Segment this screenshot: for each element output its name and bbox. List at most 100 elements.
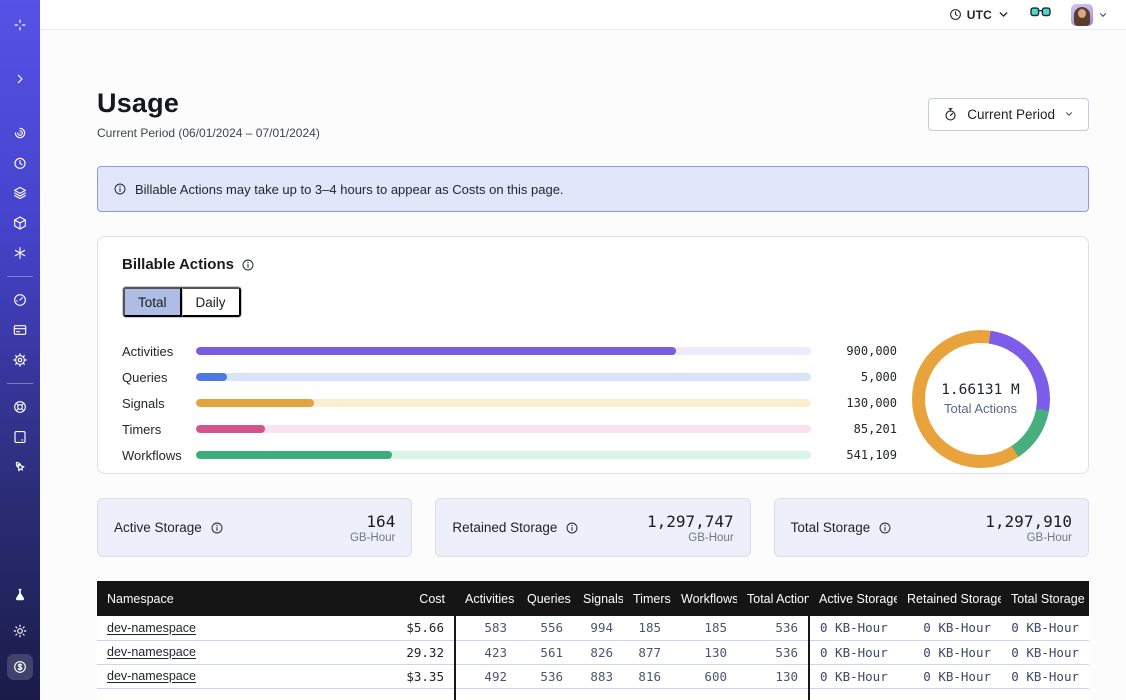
sidebar-item-support-lifebuoy[interactable] <box>7 394 33 420</box>
activities-cell <box>455 688 517 700</box>
col-header-workflows: Workflows <box>671 581 737 616</box>
bar-value: 900,000 <box>811 344 897 358</box>
namespace-cell: dev-namespace <box>97 664 357 688</box>
bar-fill <box>196 373 227 381</box>
retained_storage-cell: 0 KB-Hour <box>897 616 1001 640</box>
sidebar-item-getting-started-rocket[interactable] <box>7 454 33 480</box>
table-row-partial <box>97 688 1089 700</box>
total_storage-cell: 0 KB-Hour <box>1001 640 1089 664</box>
col-header-queries: Queries <box>517 581 573 616</box>
activities-cell: 492 <box>455 664 517 688</box>
sidebar-item-layers[interactable] <box>7 180 33 206</box>
bar-fill <box>196 425 265 433</box>
queries-cell: 536 <box>517 664 573 688</box>
namespace-link[interactable]: dev-namespace <box>107 669 196 683</box>
namespace-cell: dev-namespace <box>97 616 357 640</box>
clock-icon <box>949 8 962 21</box>
storage-label: Retained Storage <box>452 520 557 535</box>
page-subtitle: Current Period (06/01/2024 – 07/01/2024) <box>97 126 320 140</box>
storage-value: 164 <box>350 512 395 531</box>
support-lifebuoy-icon <box>12 399 28 415</box>
sidebar-item-usage-gauge[interactable] <box>7 287 33 313</box>
namespaces-spiral-icon <box>12 125 28 141</box>
bar-fill <box>196 399 314 407</box>
cost-cell: 29.32 <box>357 640 455 664</box>
total_actions-cell <box>737 688 809 700</box>
info-banner: Billable Actions may take up to 3–4 hour… <box>97 166 1089 212</box>
timezone-select[interactable]: UTC <box>949 8 1010 22</box>
bar-label: Workflows <box>122 448 196 463</box>
glasses-icon <box>1030 5 1051 19</box>
sidebar-item-temporal-logo[interactable] <box>7 12 33 38</box>
schedules-clock-icon <box>12 155 28 171</box>
total_storage-cell: 0 KB-Hour <box>1001 616 1089 640</box>
namespace-link[interactable]: dev-namespace <box>107 645 196 659</box>
info-icon[interactable] <box>210 521 224 535</box>
info-icon[interactable] <box>241 258 255 272</box>
col-header-timers: Timers <box>623 581 671 616</box>
workflows-cell: 600 <box>671 664 737 688</box>
chevron-down-icon <box>997 8 1010 21</box>
bar-label: Signals <box>122 396 196 411</box>
col-header-active_storage: Active Storage <box>809 581 897 616</box>
page-title: Usage <box>97 88 320 119</box>
sidebar-item-labs-flask[interactable] <box>7 582 33 608</box>
total-actions-donut-chart: 1.66131 M Total Actions <box>912 330 1050 468</box>
storage-label: Active Storage <box>114 520 202 535</box>
bar-fill <box>196 451 392 459</box>
user-menu[interactable] <box>1071 4 1108 26</box>
workflows-cell: 130 <box>671 640 737 664</box>
namespace-link[interactable]: dev-namespace <box>107 621 196 635</box>
bar-value: 85,201 <box>811 422 897 436</box>
storage-label: Total Storage <box>791 520 871 535</box>
stopwatch-icon <box>943 107 958 122</box>
col-header-total_storage: Total Storage <box>1001 581 1089 616</box>
col-header-signals: Signals <box>573 581 623 616</box>
sidebar-item-pricing-coin[interactable] <box>7 654 33 680</box>
sidebar-item-theme-sun[interactable] <box>7 618 33 644</box>
sidebar-item-expand-chevron[interactable] <box>7 66 33 92</box>
support-glasses-button[interactable] <box>1030 5 1051 24</box>
active_storage-cell: 0 KB-Hour <box>809 640 897 664</box>
bar-value: 541,109 <box>811 448 897 462</box>
sidebar-item-billing-card[interactable] <box>7 317 33 343</box>
sidebar-item-namespaces-spiral[interactable] <box>7 120 33 146</box>
bar-track <box>196 399 811 407</box>
activities-cell: 423 <box>455 640 517 664</box>
chevron-down-icon <box>1064 109 1074 119</box>
queries-cell <box>517 688 573 700</box>
table-row: dev-namespace29.324235618268771305360 KB… <box>97 640 1089 664</box>
col-header-total_actions: Total Actions <box>737 581 809 616</box>
col-header-namespace: Namespace <box>97 581 357 616</box>
theme-sun-icon <box>12 623 28 639</box>
active_storage-cell <box>809 688 897 700</box>
total_storage-cell: 0 KB-Hour <box>1001 664 1089 688</box>
table-row: dev-namespace$5.665835569941851855360 KB… <box>97 616 1089 640</box>
total-daily-tabs: TotalDaily <box>122 286 242 318</box>
storage-card-retained-storage: Retained Storage1,297,747GB-Hour <box>435 498 750 557</box>
sidebar-item-schedules-clock[interactable] <box>7 150 33 176</box>
getting-started-rocket-icon <box>12 459 28 475</box>
sidebar-item-docs-book[interactable] <box>7 424 33 450</box>
info-icon[interactable] <box>878 521 892 535</box>
storage-value: 1,297,910 <box>985 512 1072 531</box>
cost-cell: $5.66 <box>357 616 455 640</box>
workflows-cell <box>671 688 737 700</box>
tab-total[interactable]: Total <box>123 287 182 317</box>
bar-value: 5,000 <box>811 370 897 384</box>
total_actions-cell: 536 <box>737 640 809 664</box>
tab-daily[interactable]: Daily <box>182 287 241 317</box>
cost-cell: $3.35 <box>357 664 455 688</box>
usage-dashboard: UTC Usage Current Period (06/01/2024 – 0… <box>0 0 1126 700</box>
sidebar-divider <box>7 383 33 384</box>
active_storage-cell: 0 KB-Hour <box>809 664 897 688</box>
sidebar-item-nexus-asterisk[interactable] <box>7 240 33 266</box>
bar-row-activities: Activities900,000 <box>122 338 897 364</box>
avatar <box>1071 4 1093 26</box>
period-select-button[interactable]: Current Period <box>928 98 1089 131</box>
sidebar <box>0 0 40 700</box>
sidebar-item-settings-gear[interactable] <box>7 347 33 373</box>
info-icon[interactable] <box>565 521 579 535</box>
donut-total-label: Total Actions <box>944 401 1017 416</box>
sidebar-item-deployments-cube[interactable] <box>7 210 33 236</box>
